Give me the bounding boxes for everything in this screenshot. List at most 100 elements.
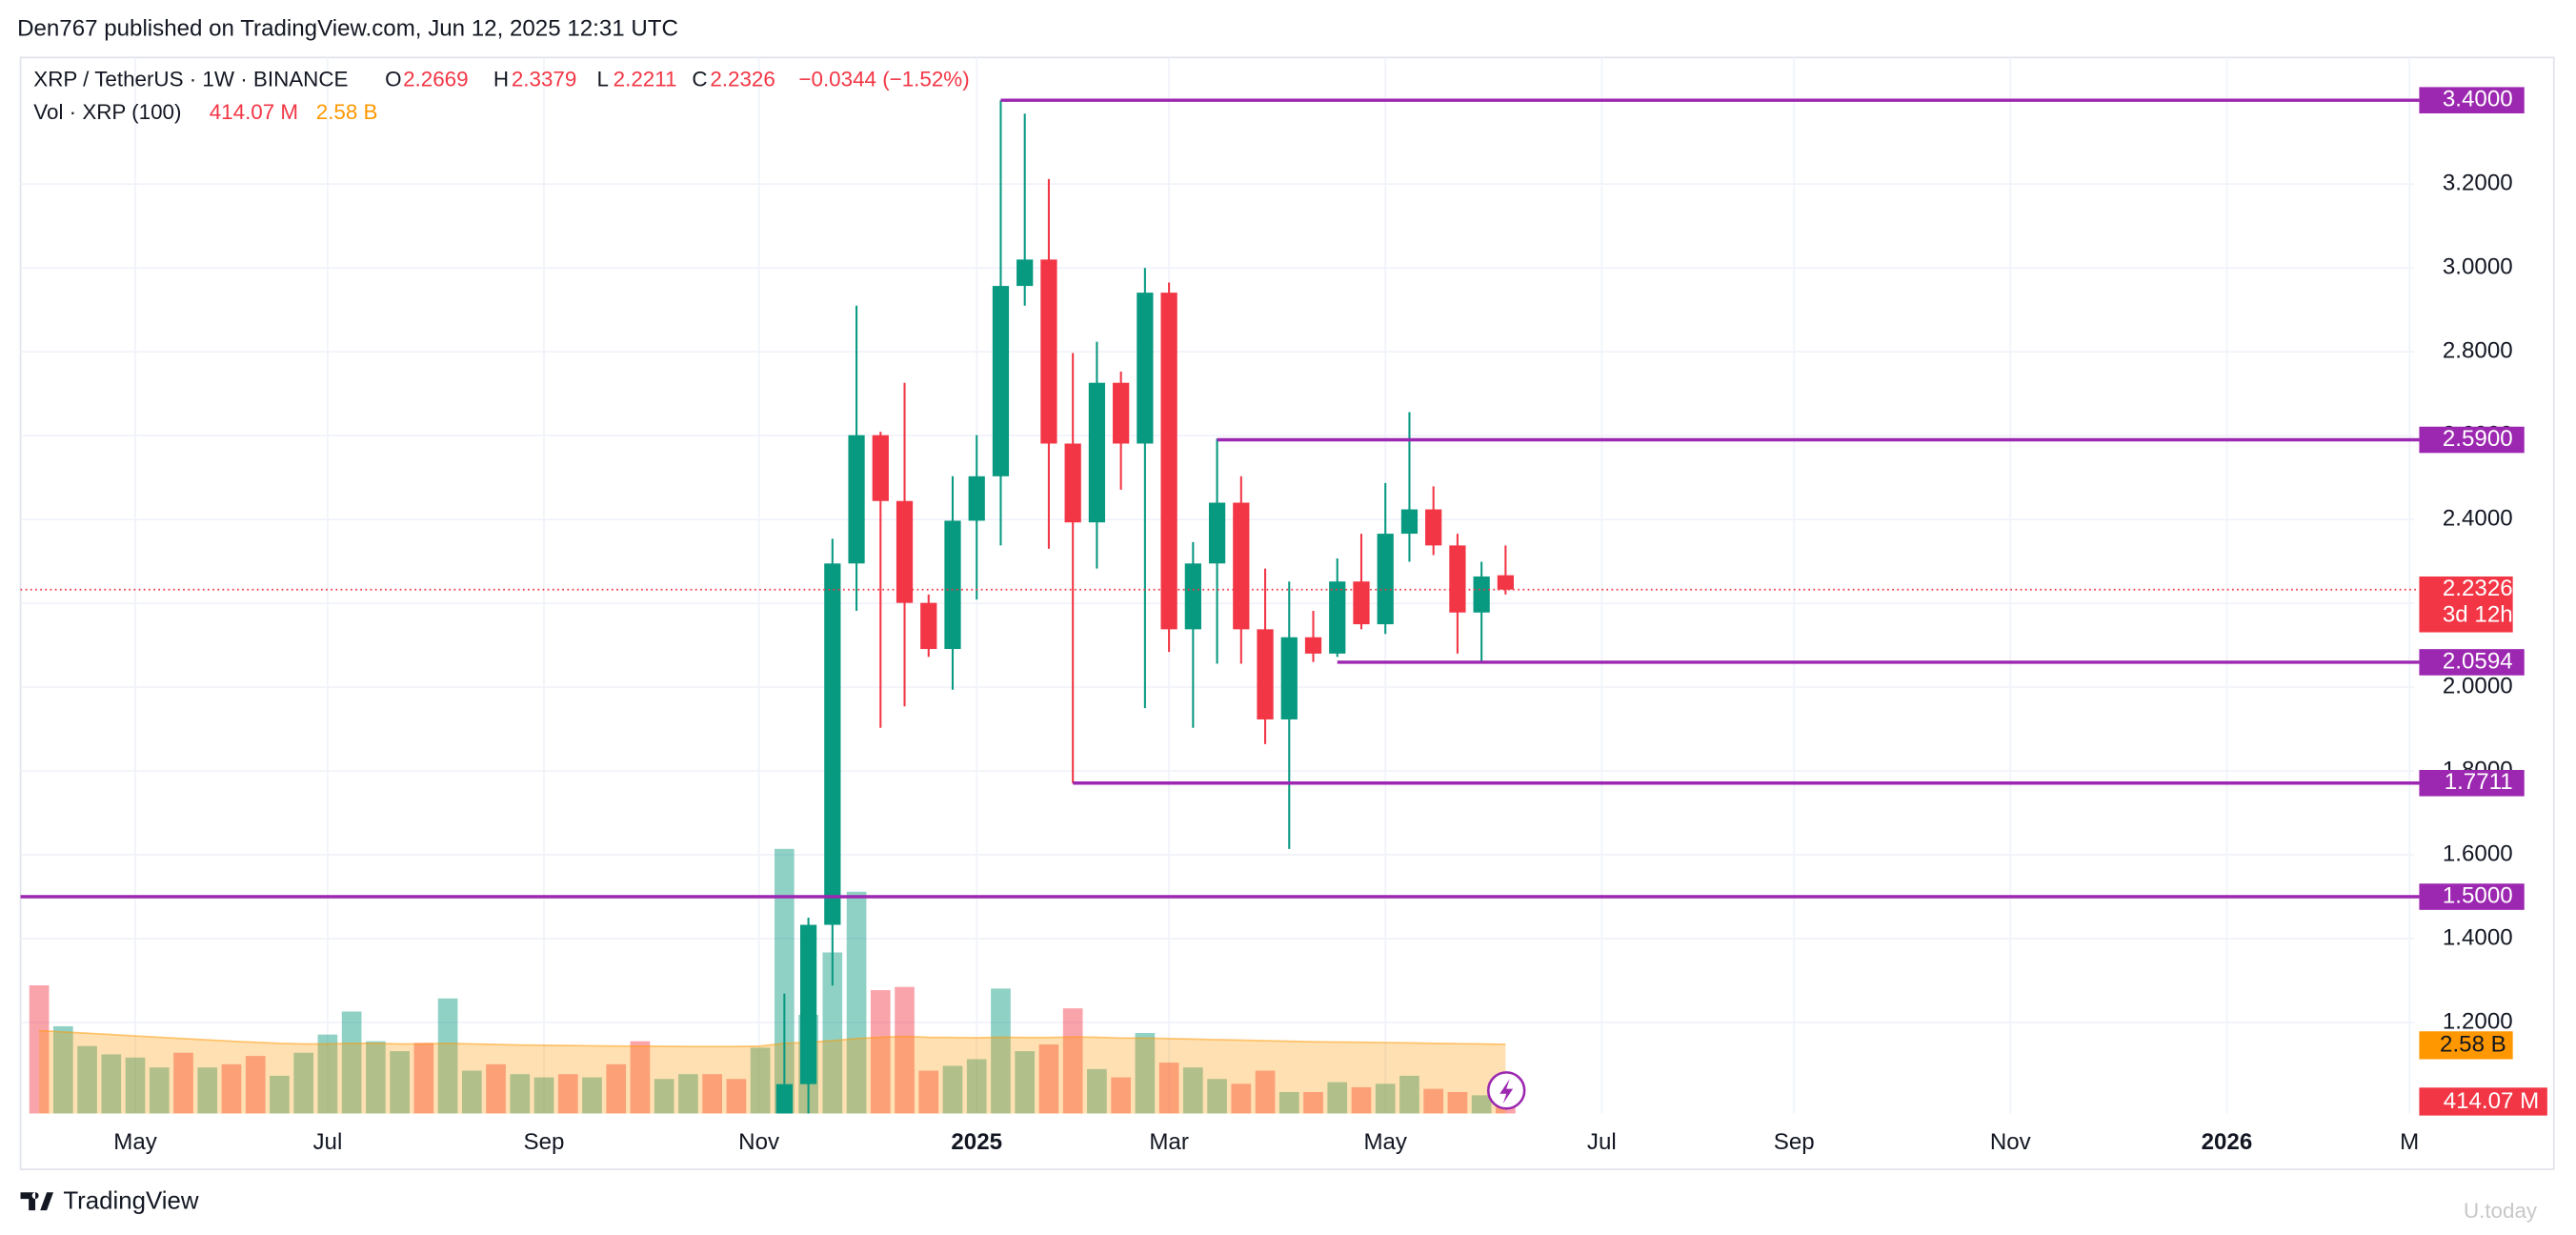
x-tick-label: Nov xyxy=(738,1129,779,1155)
y-tick-label: 2.0000 xyxy=(2443,673,2513,698)
candle-body xyxy=(1208,502,1226,564)
volume-bar xyxy=(630,1041,651,1114)
x-tick-label: Sep xyxy=(1774,1129,1815,1155)
current-price-label: 2.2326 xyxy=(2443,576,2513,601)
y-tick-label: 1.2000 xyxy=(2443,1008,2513,1034)
volume-bar xyxy=(413,1043,434,1114)
volume-bar xyxy=(101,1054,122,1114)
volume-bar xyxy=(270,1075,290,1114)
volume-bar xyxy=(437,998,458,1114)
volume-bar xyxy=(726,1079,747,1114)
volume-ma-line xyxy=(39,1029,1506,1048)
candle-body xyxy=(1064,443,1081,523)
volume-bar xyxy=(1303,1092,1323,1114)
volume-bar xyxy=(29,984,50,1114)
volume-bar xyxy=(197,1067,218,1114)
countdown: 3d 12h xyxy=(2443,602,2513,628)
volume-bar xyxy=(1447,1092,1468,1114)
y-tick-label: 1.6000 xyxy=(2443,840,2513,866)
level-box xyxy=(2419,883,2525,910)
brand: TradingView xyxy=(63,1187,199,1214)
candle-body xyxy=(1329,581,1346,654)
volume-bar xyxy=(221,1063,242,1114)
volume-bar xyxy=(1255,1070,1276,1114)
volume-bar xyxy=(1351,1086,1372,1114)
x-tick-label: May xyxy=(113,1129,157,1155)
open-key: O xyxy=(385,67,401,91)
candle-body xyxy=(1497,575,1515,590)
volume-bar xyxy=(1087,1068,1107,1114)
y-tick-label: 3.2000 xyxy=(2443,171,2513,196)
volume-bar xyxy=(678,1074,698,1114)
level-label: 2.0594 xyxy=(2443,648,2513,674)
candle-body xyxy=(1377,534,1394,625)
y-tick-label: 2.4000 xyxy=(2443,505,2513,531)
volume-bar xyxy=(1231,1083,1252,1114)
low-key: L xyxy=(596,67,608,91)
close-key: C xyxy=(692,67,707,91)
volume-bar xyxy=(870,990,891,1114)
x-tick-label: 2026 xyxy=(2202,1129,2253,1155)
volume-bar xyxy=(846,891,867,1114)
candle-body xyxy=(848,435,865,564)
volume-bar xyxy=(1015,1051,1036,1114)
volume-bar xyxy=(1111,1077,1131,1114)
y-tick-label: 1.4000 xyxy=(2443,924,2513,950)
volume-value: 414.07 M xyxy=(210,100,298,124)
volume-bar xyxy=(486,1063,506,1114)
volume-bar xyxy=(966,1059,987,1114)
volume-bar xyxy=(654,1079,674,1114)
x-tick-label: M xyxy=(2400,1129,2419,1155)
legend: XRP / TetherUS · 1W · BINANCE O 2.2669 H… xyxy=(33,67,969,123)
candle-body xyxy=(824,563,841,925)
volume-bar xyxy=(366,1041,386,1114)
level-label: 1.5000 xyxy=(2443,882,2513,908)
candle-body xyxy=(1160,293,1177,630)
candle-body xyxy=(1449,545,1466,613)
x-tick-label: Sep xyxy=(524,1129,565,1155)
change: −0.0344 (−1.52%) xyxy=(798,67,969,91)
y-tick-label: 2.8000 xyxy=(2443,338,2513,364)
volume-bar xyxy=(173,1052,193,1114)
price-box xyxy=(2419,576,2513,633)
candle-body xyxy=(920,602,937,650)
volume-bar xyxy=(1278,1092,1299,1114)
volume-ma-area xyxy=(39,1030,1506,1114)
x-tick-label: Nov xyxy=(1990,1129,2031,1155)
volume-bar xyxy=(390,1051,410,1114)
candle-body xyxy=(1425,509,1442,546)
volume-bar xyxy=(317,1034,338,1114)
volume-bar xyxy=(582,1077,602,1114)
candle-body xyxy=(1400,509,1419,535)
candle-body xyxy=(1280,637,1298,719)
volume-bar xyxy=(149,1067,170,1114)
y-tick-label: 3.0000 xyxy=(2443,254,2513,280)
candle-body xyxy=(1233,502,1250,630)
candle-body xyxy=(1473,576,1490,613)
volume-bar xyxy=(606,1063,627,1114)
volume-bar xyxy=(1399,1075,1419,1114)
candle-body xyxy=(1137,293,1154,444)
brand-logo xyxy=(20,1192,54,1211)
level-label: 2.5900 xyxy=(2443,426,2513,452)
volume-bar xyxy=(461,1070,482,1114)
volume-bar xyxy=(1038,1044,1059,1114)
volume-bar xyxy=(991,988,1011,1114)
volume-bar xyxy=(775,848,795,1114)
volume-box xyxy=(2419,1087,2547,1116)
open-value: 2.2669 xyxy=(403,67,468,91)
level-box xyxy=(2419,87,2525,113)
volume-bar xyxy=(1423,1088,1444,1114)
volume-bar xyxy=(1183,1067,1203,1114)
candle-body xyxy=(775,1083,793,1114)
candle-body xyxy=(1304,637,1322,654)
candle-body xyxy=(968,476,985,521)
volume-bar xyxy=(942,1065,963,1114)
candle-body xyxy=(1184,563,1201,630)
candle-body xyxy=(1016,259,1034,287)
volume-bar xyxy=(533,1077,554,1114)
volume-bar xyxy=(557,1074,578,1114)
volume-bar xyxy=(341,1011,362,1114)
